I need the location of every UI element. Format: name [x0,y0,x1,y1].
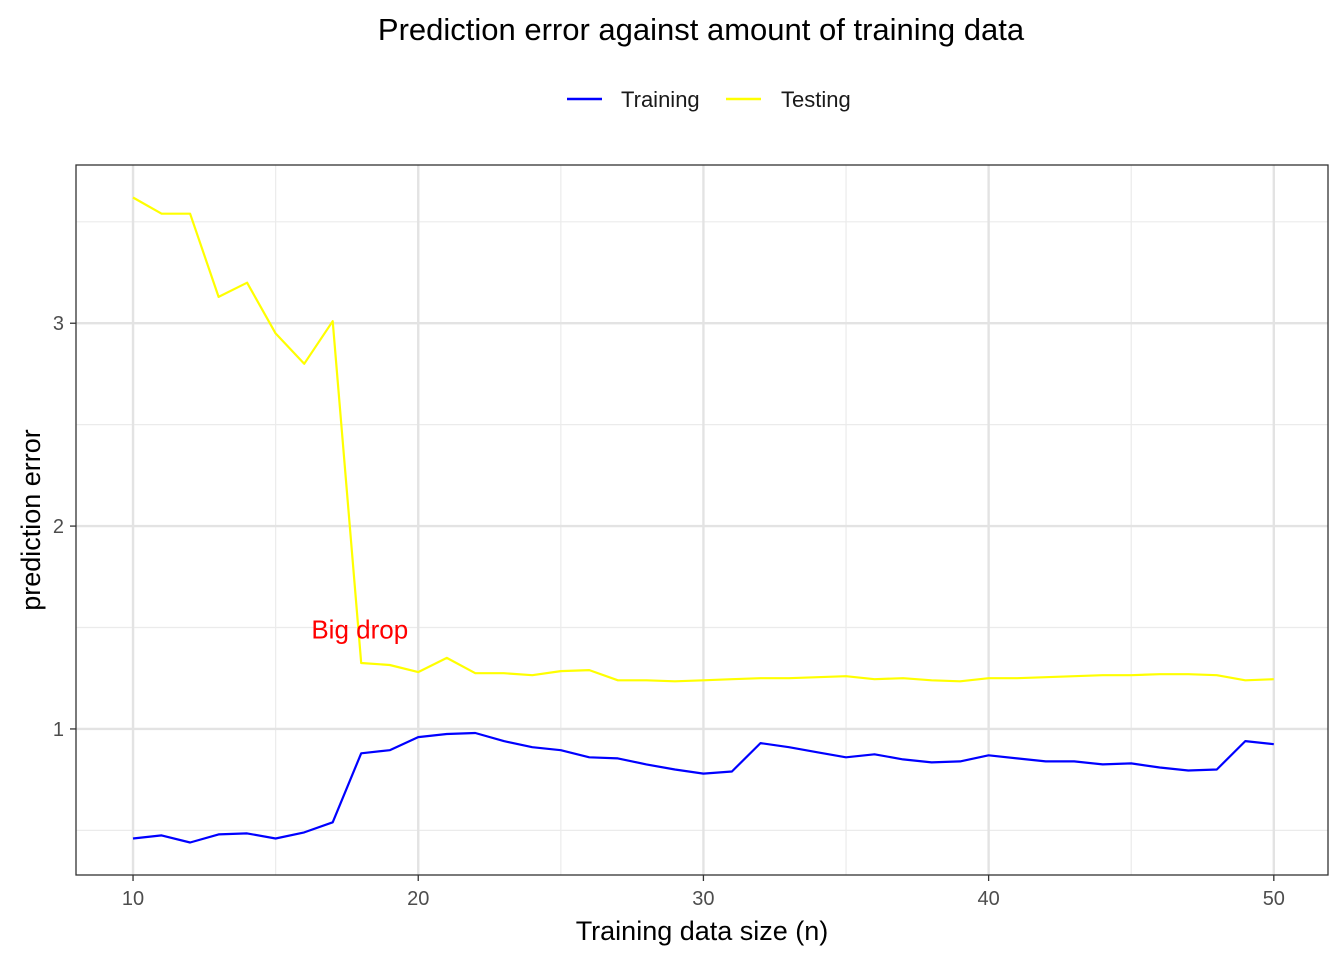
x-axis-title: Training data size (n) [576,916,829,946]
y-tick-label: 3 [53,313,64,335]
series-line-testing [132,196,1274,683]
plot-border [75,164,1329,876]
x-tick-label: 30 [692,888,714,910]
x-tick-label: 50 [1263,888,1285,910]
chart-title: Prediction error against amount of train… [378,12,1025,47]
series-line-training [132,731,1274,844]
legend: Training Testing [567,87,851,112]
plot-panel [76,165,1328,875]
series-lines [132,196,1274,844]
y-axis: 1 2 3 [53,313,76,741]
annotation-label: Big drop [311,615,408,645]
y-tick-label: 2 [53,516,64,538]
grid-lines [76,165,1328,875]
x-tick-label: 20 [407,888,429,910]
legend-label-testing: Testing [781,87,851,112]
legend-label-training: Training [621,87,700,112]
x-axis: 10 20 30 40 50 [122,875,1285,910]
y-axis-title: prediction error [16,429,46,611]
x-tick-label: 10 [122,888,144,910]
annotations: Big drop [311,615,408,645]
x-tick-label: 40 [977,888,999,910]
y-tick-label: 1 [53,719,64,741]
